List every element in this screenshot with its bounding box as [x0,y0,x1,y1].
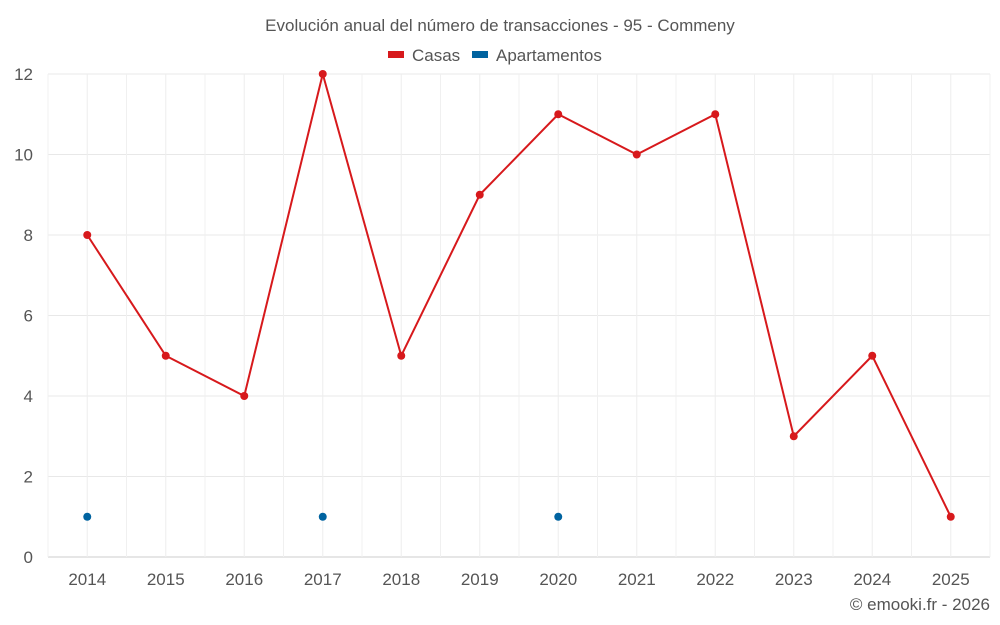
legend-swatch-apartamentos [472,51,488,58]
legend-label-apartamentos: Apartamentos [496,46,602,65]
y-tick-label: 6 [24,307,33,326]
data-point-casas-2016 [240,392,249,400]
legend-item-apartamentos[interactable]: Apartamentos [472,46,602,65]
x-tick-label: 2019 [461,570,499,589]
data-point-casas-2015 [161,351,170,360]
x-tick-label: 2018 [382,570,420,589]
legend-item-casas[interactable]: Casas [388,46,460,65]
data-point-casas-2021 [632,150,641,159]
x-tick-label: 2016 [225,570,263,589]
y-tick-label: 12 [14,65,33,84]
x-tick-label: 2025 [932,570,970,589]
data-point-casas-2019 [475,190,484,199]
y-tick-label: 10 [14,146,33,165]
x-tick-label: 2024 [853,570,891,589]
x-tick-label: 2014 [68,570,106,589]
data-point-casas-2018 [397,351,406,360]
x-tick-label: 2021 [618,570,656,589]
data-point-casas-2023 [789,432,798,441]
data-point-apartamentos-2020 [554,512,563,521]
data-point-casas-2024 [868,351,877,360]
data-point-apartamentos-2017 [318,512,327,521]
series-line-casas [86,70,952,518]
data-point-casas-2014 [83,231,92,239]
data-point-casas-2017 [318,70,327,78]
credit: © emooki.fr - 2026 [850,595,990,614]
data-point-casas-2025 [946,512,955,521]
data-point-casas-2020 [554,110,563,119]
y-tick-label: 2 [24,468,33,487]
x-tick-label: 2020 [539,570,577,589]
y-tick-label: 4 [24,387,33,406]
y-tick-label: 0 [24,548,33,567]
x-tick-label: 2023 [775,570,813,589]
y-tick-label: 8 [24,226,33,245]
x-tick-label: 2015 [147,570,185,589]
x-tick-label: 2022 [696,570,734,589]
x-tick-label: 2017 [304,570,342,589]
legend-swatch-casas [388,51,404,58]
chart-title: Evolución anual del número de transaccio… [265,16,735,35]
data-point-apartamentos-2014 [83,512,92,521]
legend: Casas Apartamentos [388,46,602,65]
legend-label-casas: Casas [412,46,460,65]
data-point-casas-2022 [711,110,720,119]
